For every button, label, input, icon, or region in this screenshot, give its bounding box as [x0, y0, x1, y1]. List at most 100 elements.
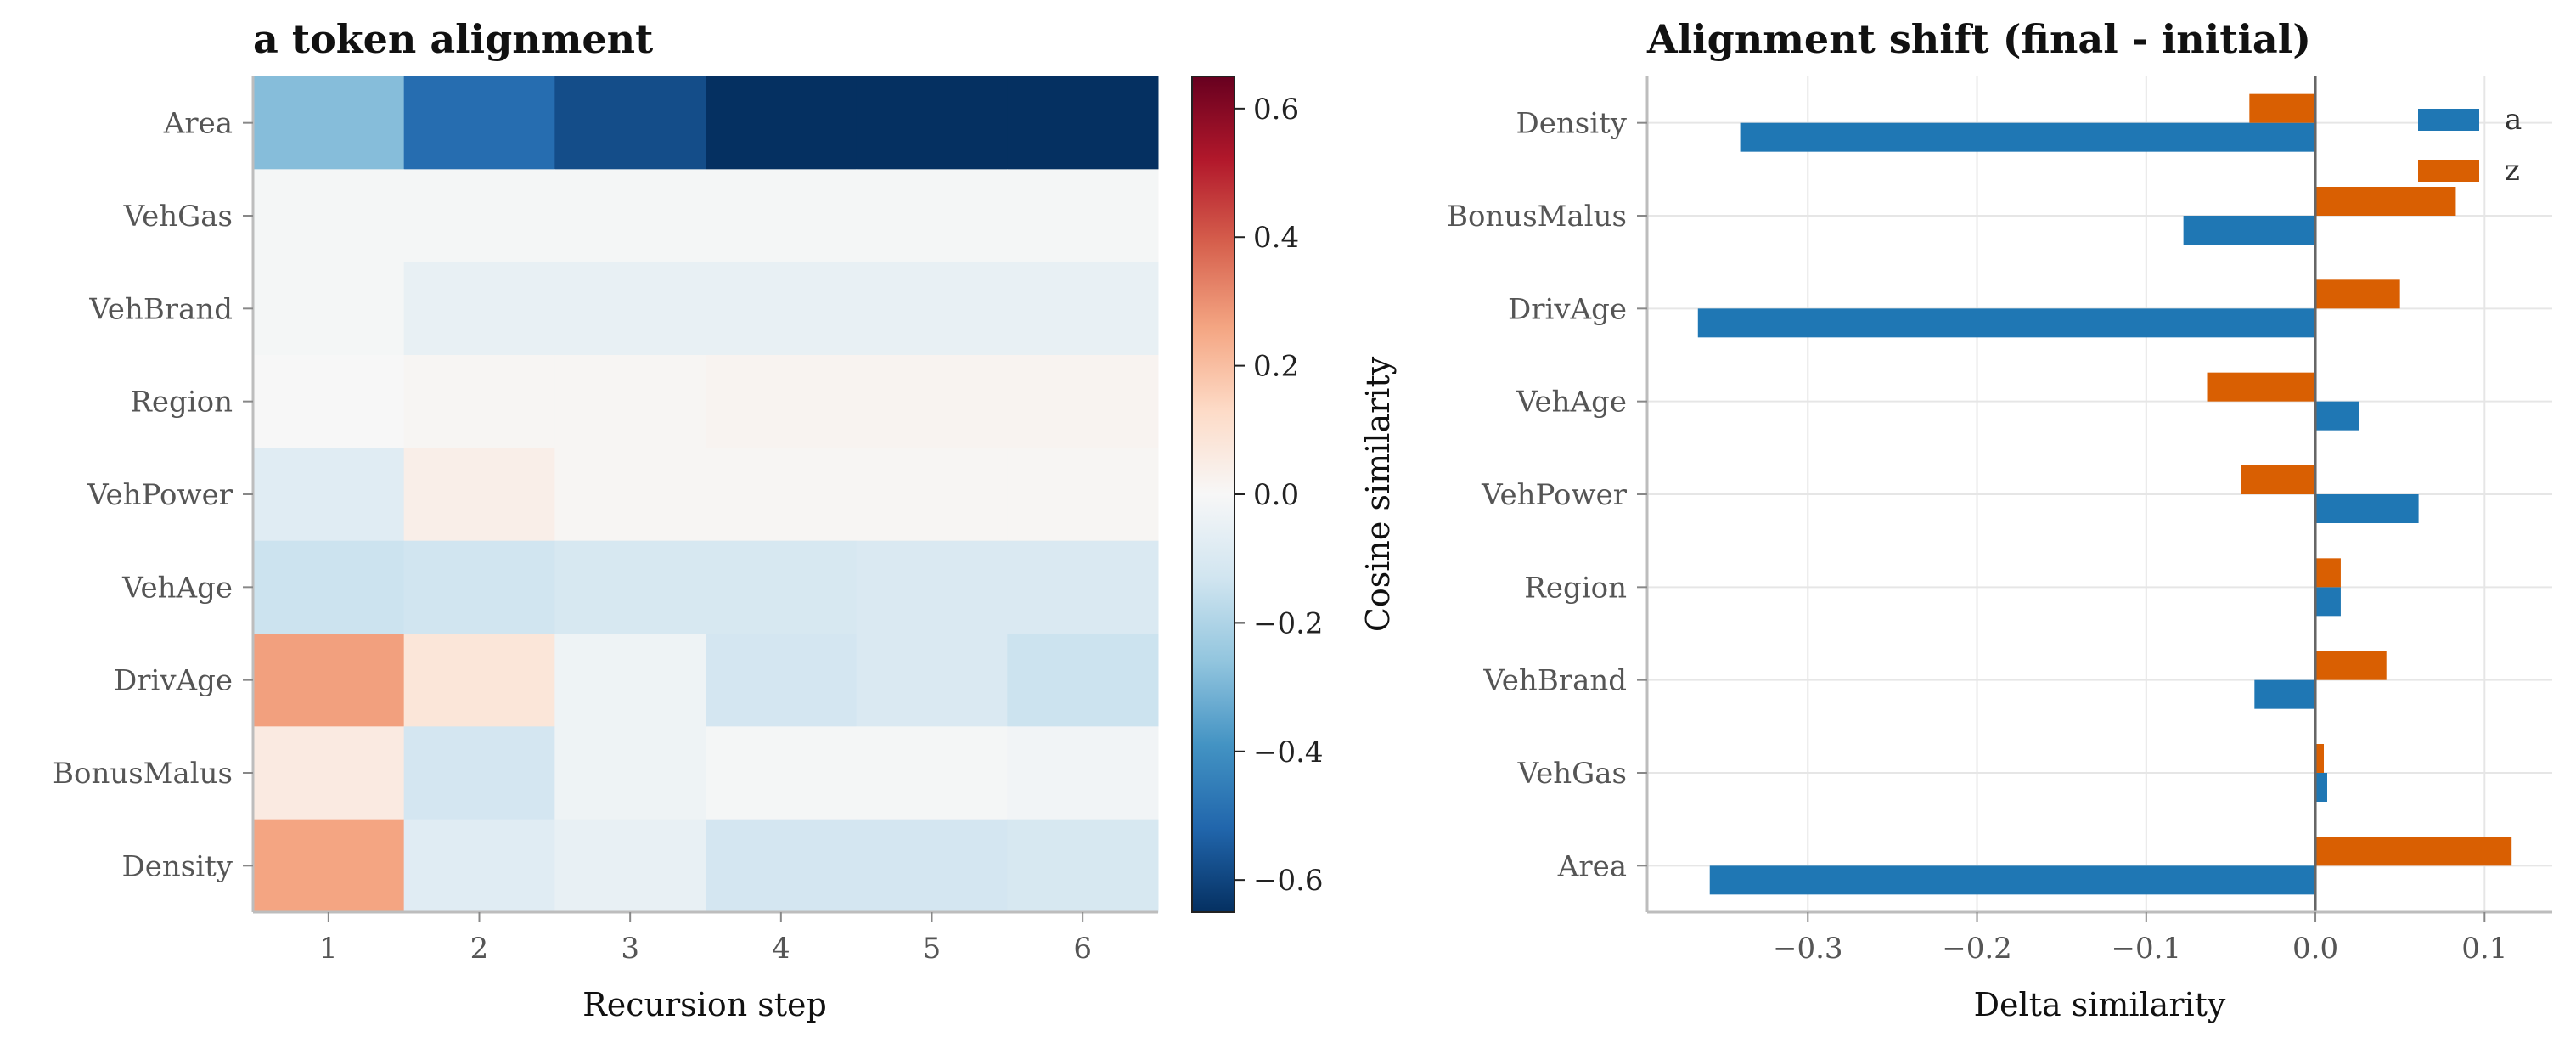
- colorbar-tick-label: −0.6: [1253, 864, 1324, 898]
- heatmap-x-tick-label: 1: [319, 932, 338, 966]
- heatmap-cell: [856, 448, 1008, 542]
- heatmap-cell: [856, 355, 1008, 448]
- bar-y-tick-label: Density: [1516, 107, 1628, 141]
- heatmap-y-tick-label: Density: [122, 849, 233, 883]
- heatmap-y-tick-label: Region: [130, 386, 233, 420]
- heatmap-cell: [403, 634, 555, 727]
- heatmap-cell: [706, 76, 858, 170]
- heatmap-cell: [706, 448, 858, 542]
- bar-a-DrivAge: [1697, 308, 2316, 338]
- colorbar-ticks: −0.6 −0.4 −0.2 0.0 0.2 0.4 0.6: [1235, 93, 1324, 898]
- heatmap-cell: [554, 262, 706, 356]
- heatmap-x-tick-label: 5: [923, 932, 942, 966]
- heatmap-cell: [253, 76, 405, 170]
- heatmap-cell: [1007, 355, 1159, 448]
- heatmap-cell: [253, 262, 405, 356]
- heatmap-x-tick-label: 3: [621, 932, 639, 966]
- bar-x-tick-label: 0.1: [2461, 932, 2507, 966]
- bar-y-ticks: Density BonusMalus DrivAge VehAge VehPower Re…: [1447, 107, 1647, 883]
- heatmap-cells: [253, 76, 1159, 913]
- bar-z-VehBrand: [2315, 651, 2387, 680]
- colorbar-tick-label: 0.0: [1253, 478, 1299, 512]
- bar-bars: [1697, 93, 2512, 895]
- heatmap-y-ticks: Area VehGas VehBrand Region VehPower VehAge Dr…: [53, 107, 253, 883]
- bar-z-Region: [2315, 558, 2341, 588]
- bar-x-tick-label: −0.3: [1773, 932, 1843, 966]
- heatmap-x-ticks: 1 2 3 4 5 6: [319, 912, 1092, 966]
- heatmap-cell: [1007, 262, 1159, 356]
- heatmap-cell: [856, 169, 1008, 263]
- heatmap-cell: [554, 726, 706, 820]
- legend-swatch-a: [2418, 109, 2479, 131]
- heatmap-cell: [403, 819, 555, 913]
- heatmap-cell: [403, 169, 555, 263]
- heatmap-y-tick-label: VehBrand: [88, 292, 233, 326]
- heatmap-cell: [1007, 634, 1159, 727]
- bar-y-tick-label: Area: [1557, 849, 1627, 883]
- heatmap-cell: [856, 634, 1008, 727]
- bar-y-tick-label: VehGas: [1517, 757, 1627, 791]
- colorbar-label: Cosine similarity: [1359, 356, 1397, 632]
- bar-x-tick-label: −0.2: [1942, 932, 2012, 966]
- bar-a-BonusMalus: [2183, 216, 2316, 245]
- heatmap-cell: [403, 448, 555, 542]
- heatmap-cell: [856, 540, 1008, 634]
- bar-a-Density: [1740, 122, 2316, 152]
- colorbar: −0.6 −0.4 −0.2 0.0 0.2 0.4 0.6 Cosine similari…: [1191, 76, 1397, 913]
- heatmap-panel: a token alignment Area VehGas VehBrand Regi…: [53, 16, 1159, 1023]
- bar-z-VehGas: [2315, 744, 2325, 773]
- heatmap-y-tick-label: BonusMalus: [53, 757, 233, 791]
- bar-a-Region: [2315, 587, 2341, 617]
- bar-z-Density: [2249, 93, 2316, 123]
- bar-title: Alignment shift (final - initial): [1646, 16, 2311, 62]
- colorbar-strip: [1192, 76, 1235, 912]
- bar-z-VehAge: [2207, 372, 2316, 402]
- heatmap-x-tick-label: 4: [772, 932, 790, 966]
- colorbar-tick-label: −0.4: [1253, 735, 1324, 769]
- bar-a-Area: [1709, 865, 2316, 895]
- heatmap-cell: [554, 355, 706, 448]
- bar-a-VehPower: [2315, 494, 2419, 523]
- bar-legend: az: [2418, 103, 2522, 188]
- bar-z-BonusMalus: [2315, 187, 2456, 216]
- heatmap-cell: [856, 726, 1008, 820]
- heatmap-cell: [554, 448, 706, 542]
- bar-z-Area: [2315, 837, 2512, 866]
- bar-y-tick-label: BonusMalus: [1447, 200, 1627, 234]
- heatmap-cell: [253, 726, 405, 820]
- heatmap-cell: [403, 76, 555, 170]
- heatmap-cell: [253, 448, 405, 542]
- heatmap-cell: [856, 262, 1008, 356]
- heatmap-cell: [554, 634, 706, 727]
- bar-y-tick-label: DrivAge: [1508, 292, 1627, 326]
- heatmap-x-tick-label: 6: [1073, 932, 1092, 966]
- heatmap-cell: [253, 355, 405, 448]
- heatmap-cell: [856, 819, 1008, 913]
- heatmap-x-tick-label: 2: [470, 932, 489, 966]
- legend-label-z: z: [2505, 154, 2520, 188]
- legend-swatch-z: [2418, 160, 2479, 182]
- heatmap-cell: [253, 819, 405, 913]
- heatmap-cell: [253, 540, 405, 634]
- colorbar-tick-label: 0.4: [1253, 221, 1299, 255]
- heatmap-y-tick-label: VehAge: [121, 571, 233, 605]
- heatmap-x-axis-label: Recursion step: [582, 986, 827, 1023]
- heatmap-cell: [554, 169, 706, 263]
- heatmap-cell: [403, 355, 555, 448]
- heatmap-cell: [403, 540, 555, 634]
- heatmap-cell: [706, 540, 858, 634]
- bar-y-tick-label: VehAge: [1516, 386, 1627, 420]
- bar-y-tick-label: Region: [1524, 571, 1627, 605]
- bar-x-tick-label: 0.0: [2292, 932, 2338, 966]
- heatmap-cell: [554, 819, 706, 913]
- heatmap-cell: [1007, 169, 1159, 263]
- bar-a-VehBrand: [2254, 679, 2316, 709]
- heatmap-cell: [706, 634, 858, 727]
- bar-x-ticks: −0.3 −0.2 −0.1 0.0 0.1: [1773, 912, 2507, 966]
- heatmap-cell: [706, 262, 858, 356]
- bar-panel: Alignment shift (final - initial) Densit…: [1447, 16, 2552, 1023]
- heatmap-cell: [706, 819, 858, 913]
- heatmap-cell: [403, 726, 555, 820]
- colorbar-tick-label: 0.2: [1253, 350, 1299, 384]
